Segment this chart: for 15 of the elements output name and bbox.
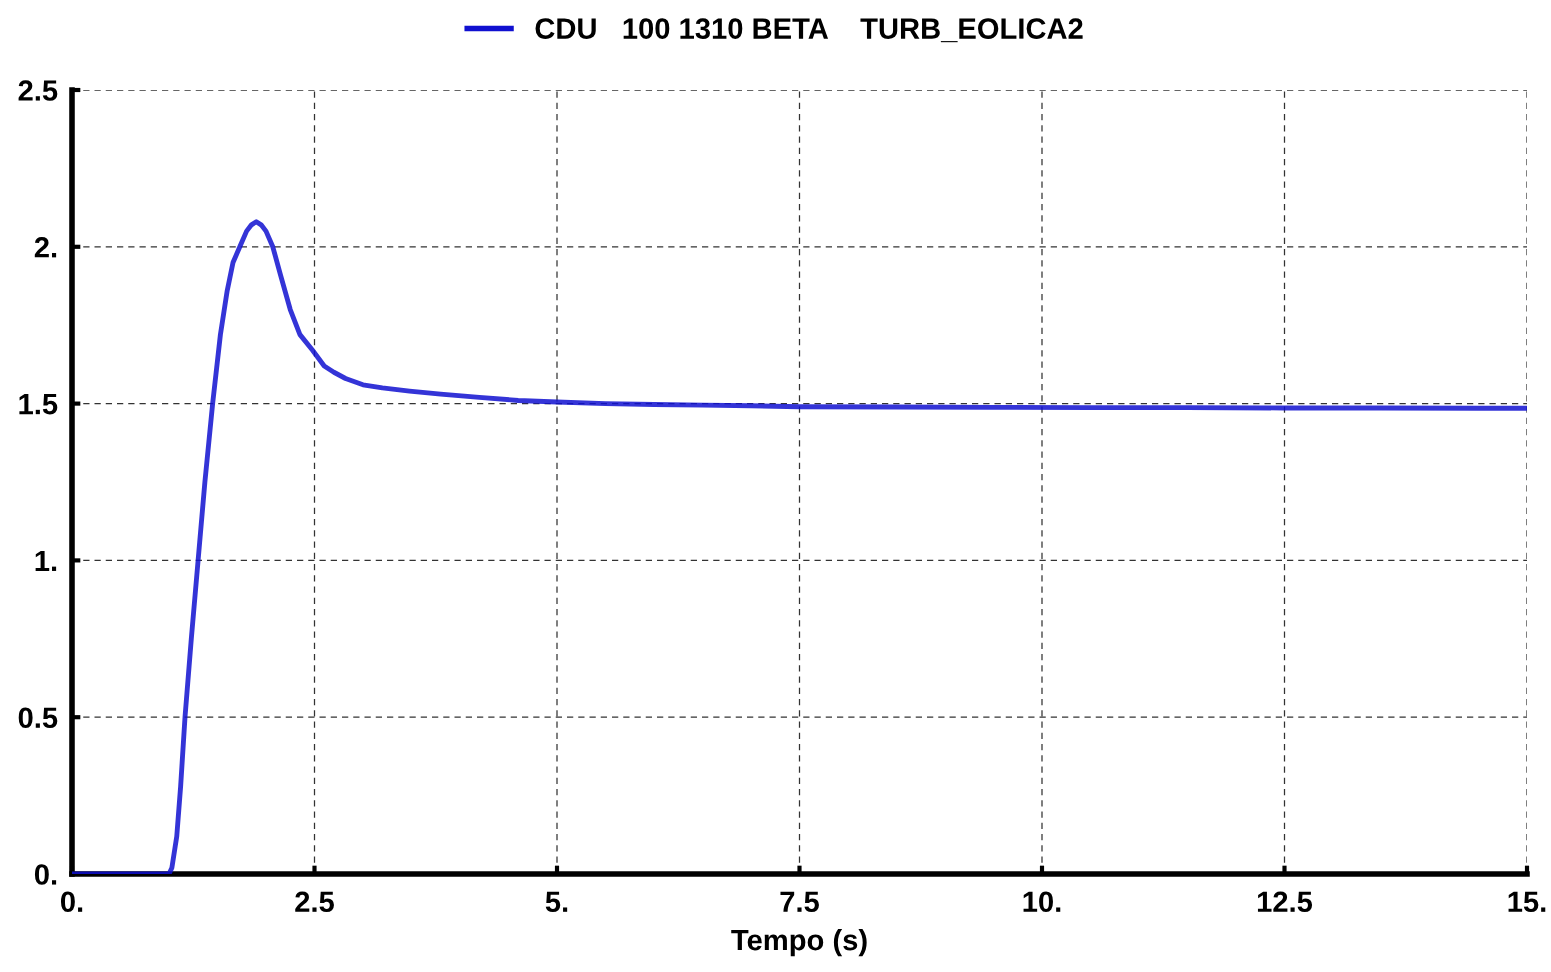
x-axis-title: Tempo (s) [731,928,867,957]
y-tick-label: 2.5 [18,80,58,101]
x-tick-label: 15. [1508,891,1546,913]
legend-label: CDU 100 1310 BETA TURB_EOLICA2 [535,18,1083,43]
y-tick-label: 1.5 [19,394,58,415]
y-tick-label: 0.5 [18,707,58,729]
y-tick-label: 1. [35,550,57,571]
x-tick-label: 2.5 [295,891,334,913]
x-tick-label: 5. [545,891,568,913]
x-tick-label: 7.5 [780,891,819,913]
y-tick-label: 0. [34,864,57,885]
y-tick-label: 2. [34,237,57,258]
x-tick-label: 0. [60,891,83,913]
x-tick-label: 10. [1023,891,1061,913]
x-tick-label: 12.5 [1257,891,1313,913]
